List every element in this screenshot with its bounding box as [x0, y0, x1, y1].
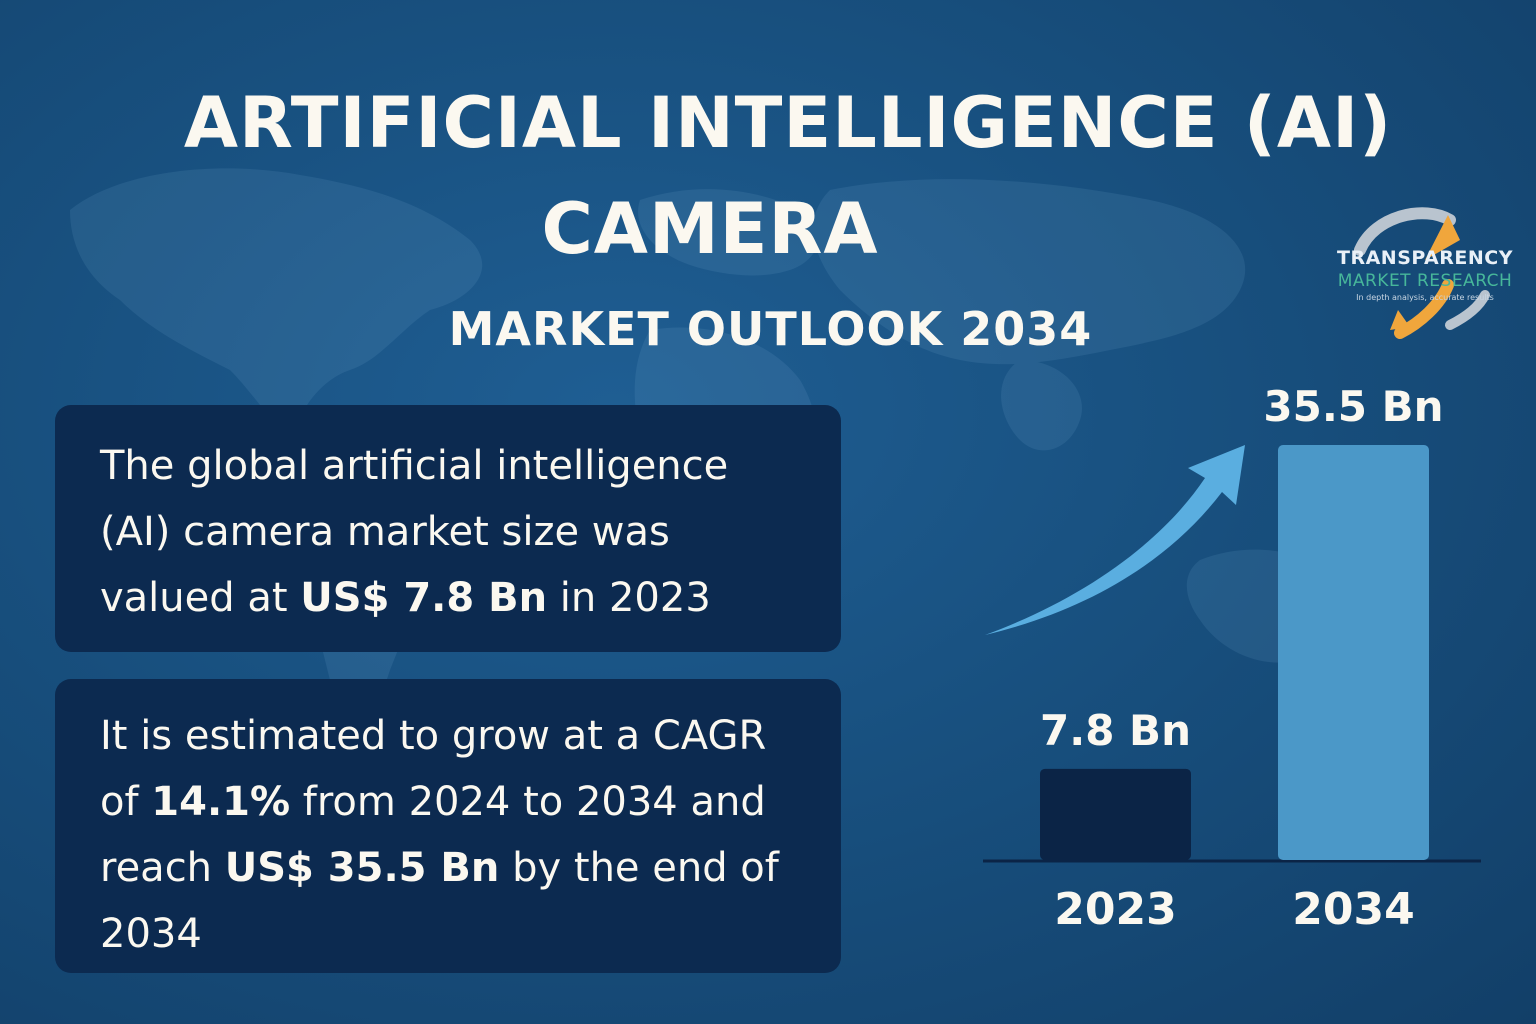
logo-line1: TRANSPARENCY: [1337, 247, 1513, 269]
category-label-2023: 2023: [1054, 884, 1176, 935]
box1-text-before: The global artificial intelligence (AI) …: [100, 443, 729, 621]
bar-value-label-2023: 7.8 Bn: [1040, 706, 1191, 755]
transparency-market-research-logo: TRANSPARENCY MARKET RESEARCH In depth an…: [1330, 205, 1520, 345]
growth-info-box: It is estimated to grow at a CAGR of 14.…: [55, 679, 841, 973]
market-size-info-box: The global artificial intelligence (AI) …: [55, 405, 841, 652]
page-subtitle: MARKET OUTLOOK 2034: [448, 302, 1093, 356]
logo-line2: MARKET RESEARCH: [1337, 271, 1513, 291]
box2-text3: by the end of 2034: [100, 845, 779, 957]
page-title-line1: ARTIFICIAL INTELLIGENCE (AI): [183, 82, 1393, 164]
logo-swoosh-icon: [1354, 207, 1490, 339]
box2-cagr-value: 14.1%: [151, 779, 291, 825]
bar-2034: [1278, 445, 1429, 860]
box1-text-after: in 2023: [547, 575, 711, 621]
bar-2023: [1040, 768, 1191, 860]
box1-highlight-value: US$ 7.8 Bn: [300, 575, 548, 621]
logo-tagline: In depth analysis, accurate results: [1356, 293, 1494, 302]
box2-forecast-value: US$ 35.5 Bn: [224, 845, 500, 891]
growth-arrow-icon: [985, 445, 1245, 635]
bar-value-label-2034: 35.5 Bn: [1263, 382, 1443, 431]
category-label-2034: 2034: [1292, 884, 1414, 935]
box2-text1: It is estimated to grow at a CAGR of: [100, 713, 767, 825]
box2-text2: from 2024 to 2034 and reach: [100, 779, 766, 891]
page-title-line2: CAMERA: [541, 188, 879, 270]
